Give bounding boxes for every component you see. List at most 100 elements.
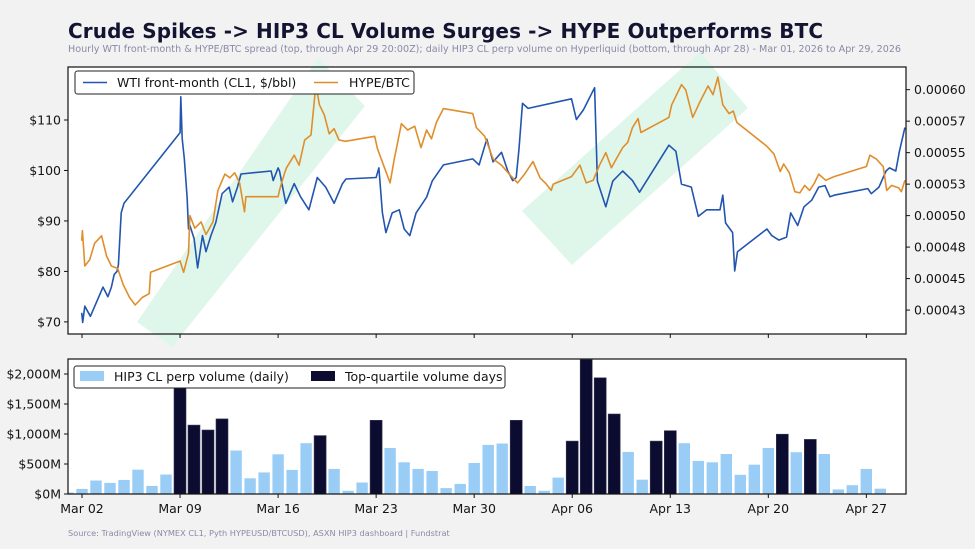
bottom-x-tick-label: Apr 27 [846,501,888,516]
bottom-x-tick-label: Apr 20 [748,501,790,516]
bar-top-quartile [649,440,663,494]
bar-top-quartile [313,435,327,494]
bar-volume [551,476,565,494]
bottom-legend-box [73,365,506,389]
bar-volume [327,468,341,494]
right-y-tick-label: 0.00048 [914,240,966,255]
bottom-y-tick-label: $1,000M [6,427,61,442]
bar-volume [411,468,425,494]
bar-volume [271,453,285,494]
hype-btc-series-line [80,76,906,306]
bar-volume [677,442,691,494]
bar-top-quartile [565,440,579,494]
bottom-x-tick-label: Mar 23 [354,501,397,516]
bar-volume [859,468,873,494]
bar-volume [495,442,509,494]
right-y-tick-label: 0.00043 [914,303,966,318]
bar-volume [131,469,145,494]
bar-volume [747,464,761,494]
bar-top-quartile [201,429,215,494]
top-plot-area [80,76,906,324]
top-x-axis [81,334,867,338]
bar-volume [117,479,131,494]
bar-volume [145,485,159,494]
bar-volume [635,479,649,494]
left-y-axis: $70 $80 $90 $100 $110 [29,112,68,329]
bar-volume [285,469,299,494]
bar-volume [257,471,271,494]
bar-volume [229,449,243,494]
bottom-x-tick-label: Mar 16 [256,501,300,516]
bottom-x-tick-label: Apr 06 [551,501,593,516]
left-y-tick-label: $70 [37,314,61,329]
right-y-tick-label: 0.00057 [914,114,966,129]
bar-volume [537,490,551,494]
bar-volume [68,491,75,494]
right-y-tick-label: 0.00055 [914,145,966,160]
chart-title: Crude Spikes -> HIP3 CL Volume Surges ->… [68,19,824,43]
right-y-tick-label: 0.00053 [914,177,966,192]
bar-volume [89,479,103,494]
bar-top-quartile [663,430,677,494]
bar-top-quartile [775,433,789,494]
bottom-y-axis: $0M $500M $1,000M $1,500M $2,000M [6,367,68,502]
bottom-y-tick-label: $1,500M [6,397,61,412]
bar-volume [831,488,845,494]
bar-volume [733,474,747,494]
top-legend: WTI front-month (CL1, $/bbl) HYPE/BTC [74,70,415,95]
bar-volume [299,442,313,494]
bottom-legend: HIP3 CL perp volume (daily) Top-quartile… [73,365,506,389]
bottom-x-tick-label: Mar 09 [158,501,202,516]
bottom-x-tick-label: Mar 02 [60,501,103,516]
top-legend-box [74,70,415,95]
top-axes-frame [67,66,907,335]
bottom-x-tick-label: Mar 30 [452,501,496,516]
bottom-y-tick-label: $0M [34,487,61,502]
left-y-tick-label: $100 [29,163,61,178]
bar-volume [761,447,775,494]
bar-top-quartile [187,424,201,494]
bar-volume [397,461,411,494]
bar-volume [103,482,117,494]
source-note: Source: TradingView (NYMEX CL1, Pyth HYP… [68,528,450,538]
bar-top-quartile [579,359,593,494]
bar-top-quartile [369,419,383,494]
right-y-axis: 0.00043 0.00045 0.00048 0.00050 0.00053 0.000… [906,82,966,318]
bar-top-quartile [593,377,607,494]
chart-subtitle: Hourly WTI front-month & HYPE/BTC spread… [68,44,902,55]
left-y-tick-label: $80 [37,264,61,279]
bar-volume [383,447,397,494]
highlight-band-1 [137,58,365,347]
bar-volume [621,451,635,494]
bar-volume [425,470,439,494]
legend-volume-label: HIP3 CL perp volume (daily) [114,369,289,384]
bottom-axes-frame [67,358,907,495]
legend-volume-swatch [80,371,104,381]
right-y-tick-label: 0.00060 [914,82,966,97]
highlight-band-2 [522,52,748,265]
bar-top-quartile [173,370,187,494]
left-y-tick-label: $90 [37,213,61,228]
bar-volume [243,477,257,494]
legend-top-quartile-swatch [311,371,335,381]
bar-volume [341,490,355,494]
bottom-y-tick-label: $500M [18,457,61,472]
right-y-tick-label: 0.00050 [914,208,966,223]
bar-volume [789,451,803,494]
right-y-tick-label: 0.00045 [914,271,966,286]
bottom-x-axis: Mar 02 Mar 09 Mar 16 Mar 23 Mar 30 Apr 06 Apr … [60,494,887,516]
bar-volume [705,461,719,494]
bar-volume [817,453,831,494]
bar-volume [439,487,453,494]
bar-top-quartile [607,413,621,494]
legend-hype-label: HYPE/BTC [349,75,410,90]
bar-volume [873,488,887,494]
bottom-y-tick-label: $2,000M [6,367,61,382]
bar-volume [523,485,537,494]
bar-volume [467,462,481,494]
bar-volume [481,444,495,494]
bar-top-quartile [509,419,523,494]
left-y-tick-label: $110 [29,112,61,127]
bar-volume [159,473,173,494]
